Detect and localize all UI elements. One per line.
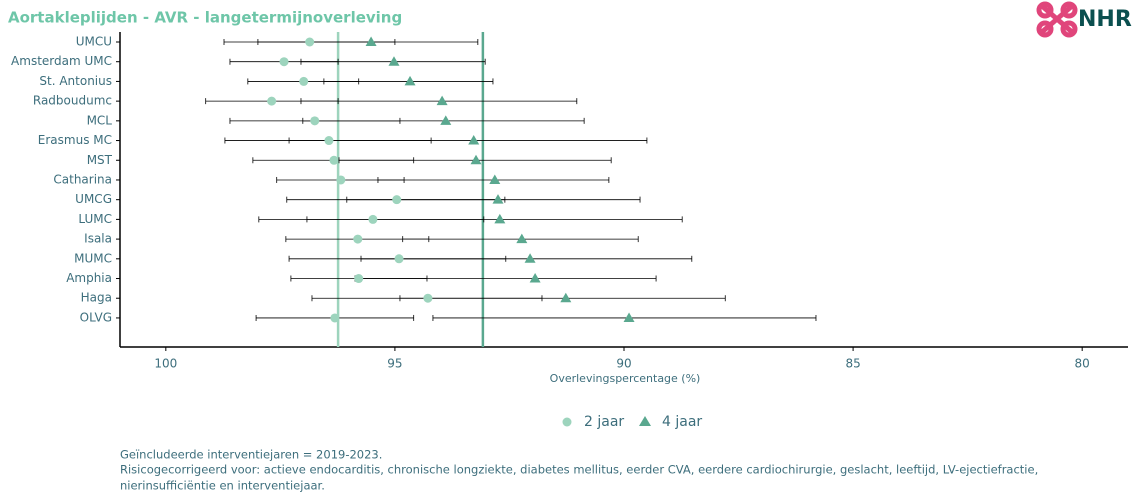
point (529, 273, 541, 283)
point (394, 254, 404, 264)
note: nierinsufficiëntie en interventiejaar. (120, 479, 325, 493)
legend-label: 4 jaar (662, 414, 702, 430)
y-tick-label: MCL (87, 113, 113, 127)
point (524, 253, 536, 263)
point (470, 154, 482, 165)
y-tick-label: MUMC (74, 251, 112, 265)
x-tick-label: 90 (616, 357, 631, 371)
y-tick-label: UMCG (75, 192, 112, 206)
point (388, 56, 400, 66)
y-tick-label: Haga (81, 291, 112, 305)
legend-marker (639, 416, 651, 426)
y-tick-label: Radboudumc (33, 94, 112, 108)
point (353, 234, 363, 244)
point (368, 214, 378, 224)
x-tick-label: 85 (845, 357, 860, 371)
point (560, 292, 572, 303)
point (623, 312, 635, 322)
point (324, 136, 334, 146)
point (436, 95, 448, 106)
x-tick-label: 80 (1075, 357, 1090, 371)
legend-marker (562, 417, 572, 427)
point (354, 274, 364, 284)
legend-label: 2 jaar (584, 414, 624, 430)
note: Risicogecorrigeerd voor: actieve endocar… (120, 463, 1038, 477)
point (365, 36, 377, 46)
point (489, 174, 501, 184)
point (516, 233, 528, 244)
chart-title: Aortakleplijden - AVR - langetermijnover… (8, 9, 402, 27)
logo-icon (1036, 1, 1078, 38)
point (305, 37, 315, 47)
point (423, 293, 433, 303)
point (310, 116, 320, 126)
point (330, 313, 340, 323)
y-tick-label: UMCU (76, 35, 112, 49)
y-tick-label: St. Antonius (39, 74, 112, 88)
x-axis-title: Overlevingspercentage (%) (550, 372, 701, 385)
y-tick-label: MST (87, 153, 113, 167)
y-tick-label: Catharina (53, 172, 112, 186)
note: Geïncludeerde interventiejaren = 2019-20… (120, 448, 382, 462)
x-tick-label: 95 (387, 357, 402, 371)
point (336, 175, 346, 185)
point (329, 155, 339, 165)
y-tick-label: OLVG (80, 310, 112, 324)
point (468, 135, 480, 145)
y-tick-label: LUMC (78, 212, 112, 226)
y-tick-label: Erasmus MC (38, 133, 112, 147)
point (404, 75, 416, 86)
y-tick-label: Isala (84, 232, 112, 246)
y-tick-label: Amphia (66, 271, 112, 285)
point (279, 57, 289, 67)
point (392, 195, 402, 205)
point (299, 76, 309, 86)
point (492, 194, 504, 204)
x-tick-label: 100 (154, 357, 177, 371)
y-tick-label: Amsterdam UMC (11, 54, 112, 68)
point (440, 115, 452, 125)
point (494, 213, 506, 224)
point (267, 96, 277, 106)
logo-text: NHR (1078, 7, 1132, 32)
